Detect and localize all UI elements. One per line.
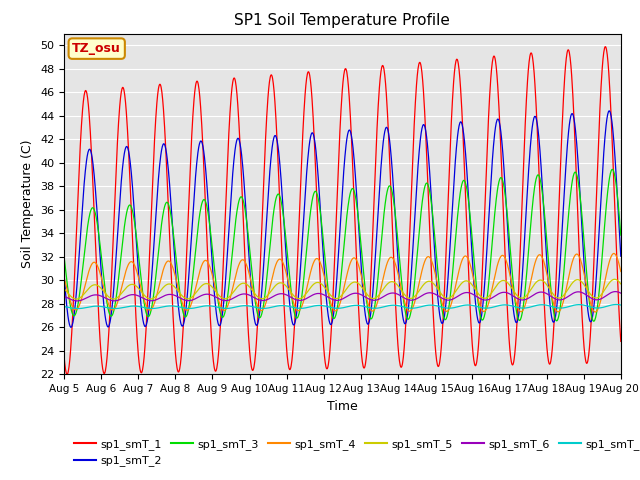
sp1_smT_3 xyxy=(60,253,68,259)
sp1_smT_1 xyxy=(184,212,192,218)
sp1_smT_1 xyxy=(602,44,609,49)
sp1_smT_6 xyxy=(612,288,620,294)
sp1_smT_5 xyxy=(60,286,68,291)
Text: TZ_osu: TZ_osu xyxy=(72,42,121,55)
sp1_smT_3 xyxy=(429,213,436,218)
Line: sp1_smT_2: sp1_smT_2 xyxy=(64,111,621,327)
sp1_smT_5 xyxy=(617,281,625,287)
Title: SP1 Soil Temperature Profile: SP1 Soil Temperature Profile xyxy=(234,13,451,28)
Legend: sp1_smT_1, sp1_smT_2, sp1_smT_3, sp1_smT_4, sp1_smT_5, sp1_smT_6, sp1_smT_7: sp1_smT_1, sp1_smT_2, sp1_smT_3, sp1_smT… xyxy=(70,434,640,471)
sp1_smT_2 xyxy=(617,253,625,259)
sp1_smT_4 xyxy=(617,269,625,275)
Line: sp1_smT_7: sp1_smT_7 xyxy=(64,304,621,309)
sp1_smT_6 xyxy=(60,293,68,299)
sp1_smT_2 xyxy=(184,281,192,287)
sp1_smT_5 xyxy=(184,296,192,302)
sp1_smT_6 xyxy=(429,290,437,296)
sp1_smT_6 xyxy=(74,298,81,304)
sp1_smT_4 xyxy=(184,307,191,313)
sp1_smT_3 xyxy=(551,314,559,320)
sp1_smT_1 xyxy=(429,309,437,315)
sp1_smT_5 xyxy=(246,285,254,291)
sp1_smT_6 xyxy=(184,298,192,303)
sp1_smT_4 xyxy=(551,304,559,310)
sp1_smT_6 xyxy=(617,290,625,296)
sp1_smT_7 xyxy=(184,306,192,312)
sp1_smT_6 xyxy=(551,296,559,301)
sp1_smT_6 xyxy=(502,289,509,295)
sp1_smT_3 xyxy=(184,309,191,315)
sp1_smT_5 xyxy=(72,296,80,302)
Y-axis label: Soil Temperature (C): Soil Temperature (C) xyxy=(22,140,35,268)
sp1_smT_6 xyxy=(171,292,179,298)
X-axis label: Time: Time xyxy=(327,400,358,413)
sp1_smT_4 xyxy=(60,275,68,280)
sp1_smT_2 xyxy=(551,316,559,322)
sp1_smT_3 xyxy=(590,318,598,324)
sp1_smT_4 xyxy=(610,251,618,256)
Line: sp1_smT_4: sp1_smT_4 xyxy=(64,253,621,312)
sp1_smT_2 xyxy=(246,277,254,283)
sp1_smT_7 xyxy=(551,304,559,310)
sp1_smT_1 xyxy=(551,301,559,307)
sp1_smT_7 xyxy=(612,301,620,307)
sp1_smT_2 xyxy=(429,225,437,231)
sp1_smT_7 xyxy=(171,303,179,309)
sp1_smT_5 xyxy=(171,284,179,290)
sp1_smT_1 xyxy=(502,274,509,280)
sp1_smT_7 xyxy=(74,306,82,312)
sp1_smT_4 xyxy=(429,261,436,267)
Line: sp1_smT_5: sp1_smT_5 xyxy=(64,279,621,299)
sp1_smT_2 xyxy=(171,257,179,263)
sp1_smT_7 xyxy=(429,302,437,308)
sp1_smT_4 xyxy=(246,275,254,280)
sp1_smT_2 xyxy=(502,196,509,202)
sp1_smT_2 xyxy=(605,108,613,114)
sp1_smT_4 xyxy=(502,256,509,262)
sp1_smT_5 xyxy=(611,276,618,282)
sp1_smT_3 xyxy=(502,195,509,201)
sp1_smT_6 xyxy=(246,293,254,299)
sp1_smT_7 xyxy=(246,303,254,309)
sp1_smT_4 xyxy=(591,309,599,315)
sp1_smT_1 xyxy=(60,353,68,359)
sp1_smT_3 xyxy=(609,167,616,172)
sp1_smT_1 xyxy=(617,338,625,344)
Line: sp1_smT_6: sp1_smT_6 xyxy=(64,291,621,301)
sp1_smT_7 xyxy=(617,302,625,308)
Line: sp1_smT_1: sp1_smT_1 xyxy=(64,47,621,374)
sp1_smT_5 xyxy=(502,278,509,284)
sp1_smT_3 xyxy=(246,252,254,257)
sp1_smT_2 xyxy=(60,270,68,276)
sp1_smT_4 xyxy=(170,269,178,275)
sp1_smT_1 xyxy=(171,340,179,346)
sp1_smT_5 xyxy=(429,280,437,286)
sp1_smT_1 xyxy=(63,372,71,377)
sp1_smT_2 xyxy=(67,324,75,330)
sp1_smT_3 xyxy=(617,232,625,238)
sp1_smT_3 xyxy=(170,239,178,244)
Line: sp1_smT_3: sp1_smT_3 xyxy=(64,169,621,321)
sp1_smT_7 xyxy=(502,302,509,308)
sp1_smT_7 xyxy=(60,304,68,310)
sp1_smT_1 xyxy=(246,358,254,363)
sp1_smT_5 xyxy=(551,293,559,299)
